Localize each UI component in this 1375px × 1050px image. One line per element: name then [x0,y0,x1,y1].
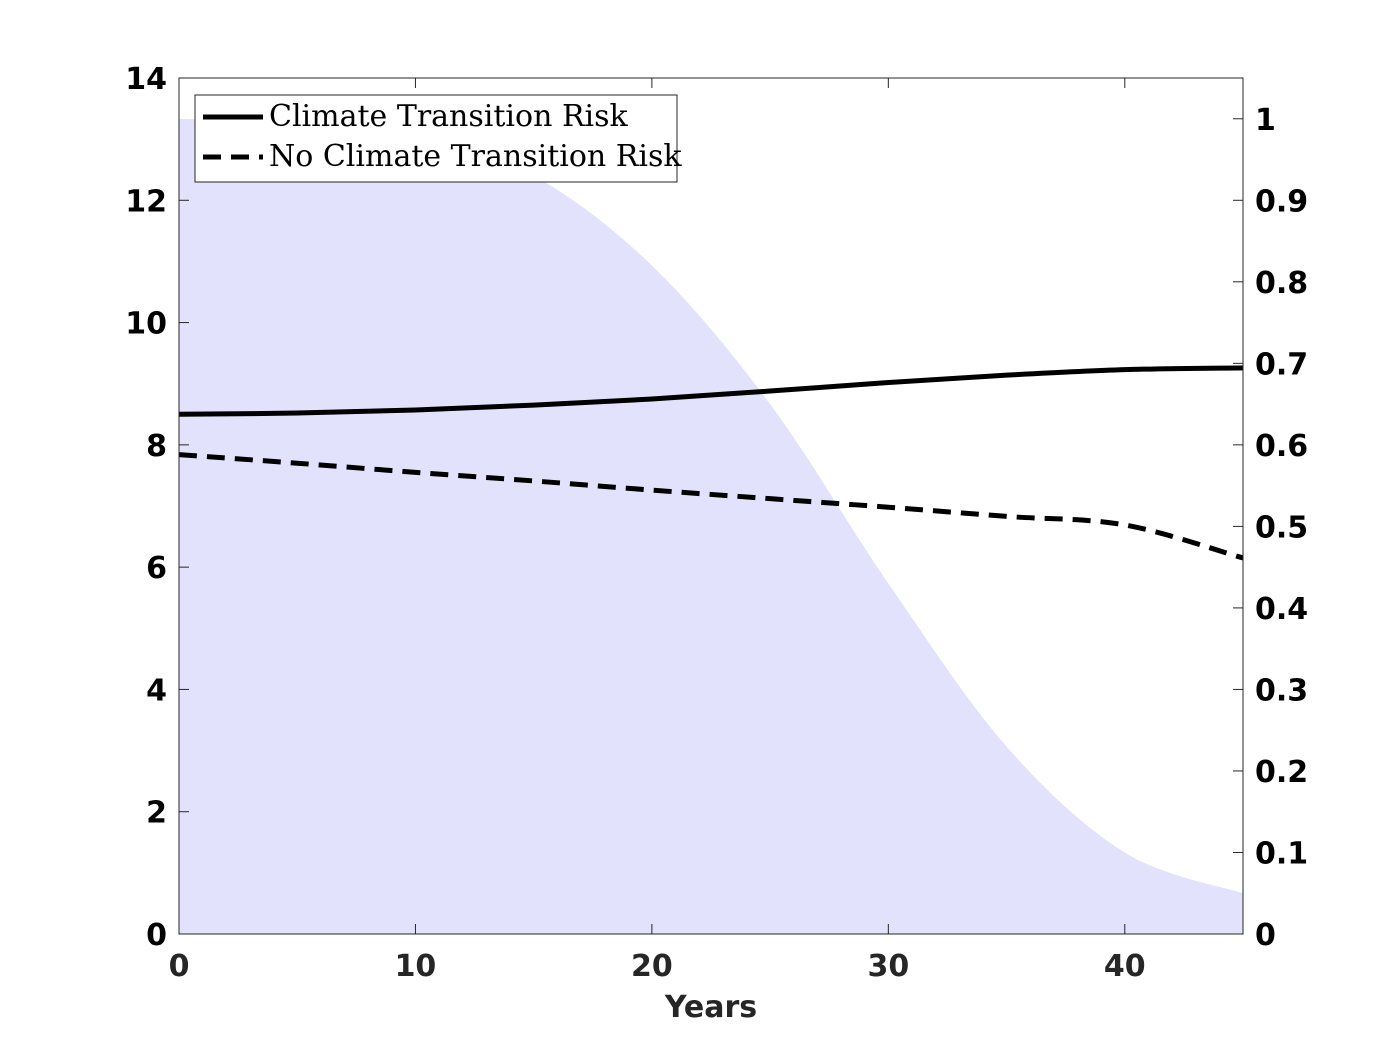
series-line-climate-transition-risk [178,365,1244,417]
series-layer [178,365,1244,561]
y2-tick-label: 0.6 [1255,429,1308,464]
area-layer [179,118,1243,934]
y2-tick-label: 0.5 [1255,510,1308,545]
y-tick-label: 0 [146,918,167,953]
x-tick-label: 20 [631,949,673,984]
x-axis-title: Years [664,990,757,1025]
y2-tick-label: 0.2 [1255,755,1308,790]
y2-tick-label: 1 [1255,103,1276,138]
y-tick-label: 14 [125,62,167,97]
y-tick-label: 12 [125,184,167,219]
x-tick-label: 30 [867,949,909,984]
series-line-no-climate-transition-risk [178,452,1244,561]
y2-tick-label: 0 [1255,918,1276,953]
plot-frame [178,77,1244,935]
y-axis-left: 0 2 4 6 8 10 12 14 [125,62,189,953]
y2-tick-label: 0.4 [1255,592,1308,627]
y2-tick-label: 0.9 [1255,184,1308,219]
x-tick-label: 40 [1104,949,1146,984]
y2-tick-label: 0.7 [1255,347,1308,382]
y-tick-label: 8 [146,429,167,464]
x-tick-label: 0 [169,949,190,984]
y-tick-label: 4 [146,673,167,708]
x-axis: 0 10 20 30 40 [169,78,1146,984]
legend: Climate Transition Risk No Climate Trans… [194,94,682,183]
legend-label-climate-transition-risk: Climate Transition Risk [269,99,629,134]
y-tick-label: 10 [125,307,167,342]
legend-label-no-climate-transition-risk: No Climate Transition Risk [269,139,682,174]
y2-tick-label: 0.8 [1255,266,1308,301]
y-tick-label: 6 [146,551,167,586]
y-axis-right: 0 0.1 0.2 0.3 0.4 0.5 0.6 0.7 0.8 0.9 1 [1233,103,1308,953]
y2-tick-label: 0.1 [1255,836,1308,871]
y-tick-label: 2 [146,796,167,831]
legend-box [194,94,678,183]
x-tick-label: 10 [395,949,437,984]
probability-area [179,118,1243,934]
y2-tick-label: 0.3 [1255,673,1308,708]
